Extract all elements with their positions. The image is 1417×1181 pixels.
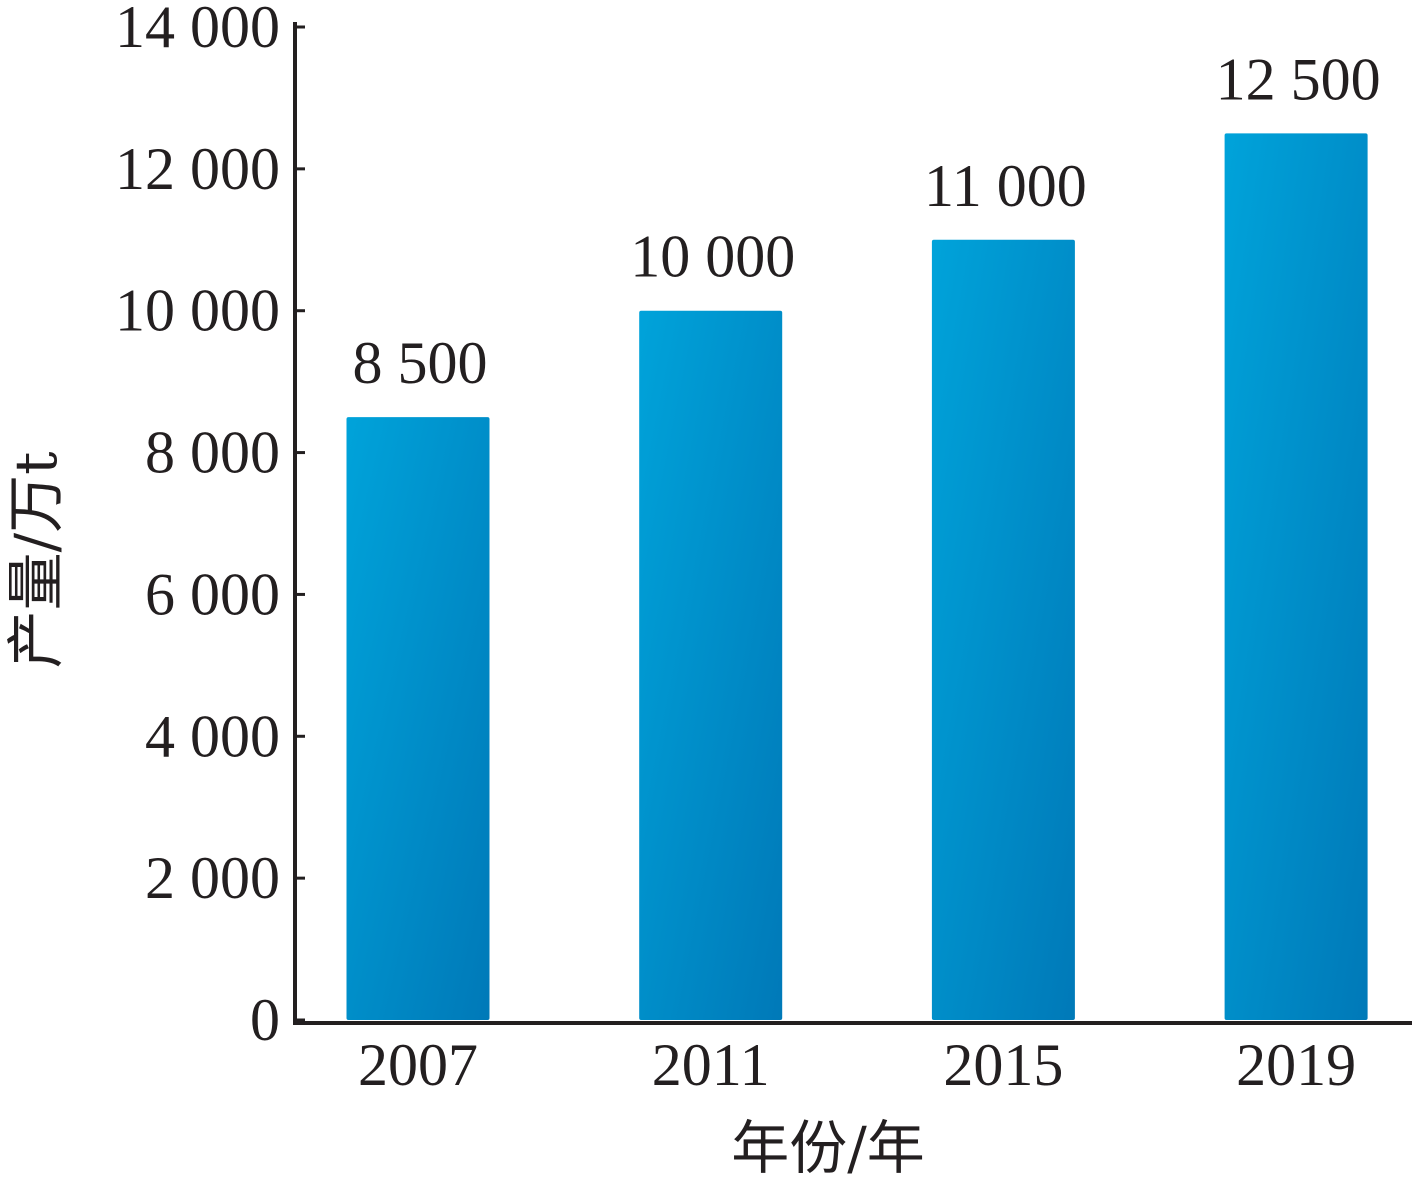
bars	[346, 133, 1368, 1021]
y-axis-label: 产量/万t	[2, 452, 70, 669]
bar-2007	[346, 417, 490, 1020]
bar-2019	[1224, 133, 1368, 1021]
data-label-2007: 8 500	[353, 330, 488, 396]
data-label-2015: 11 000	[924, 153, 1087, 219]
x-tick-labels: 2007 2011 2015 2019	[358, 1032, 1356, 1098]
y-axis: 0 2 000 4 000 6 000 8 000 10 000 12 000 14 000	[115, 0, 305, 1053]
y-tick-label: 14 000	[115, 0, 280, 60]
data-label-2019: 12 500	[1216, 46, 1381, 112]
x-tick-label: 2007	[358, 1032, 478, 1098]
y-ticks: 0 2 000 4 000 6 000 8 000 10 000 12 000 14 000	[115, 0, 305, 1053]
y-tick-label: 0	[250, 987, 280, 1053]
y-tick-label: 6 000	[145, 561, 280, 627]
bar-2015	[931, 239, 1075, 1021]
y-tick-label: 10 000	[115, 278, 280, 344]
y-tick-label: 4 000	[145, 703, 280, 769]
data-label-2011: 10 000	[630, 224, 795, 290]
x-tick-label: 2019	[1236, 1032, 1356, 1098]
x-tick-label: 2015	[943, 1032, 1063, 1098]
y-tick-label: 8 000	[145, 420, 280, 486]
y-tick-label: 12 000	[115, 136, 280, 202]
bar-2011	[639, 310, 783, 1020]
x-axis-label: 年份/年	[731, 1114, 925, 1181]
y-tick-label: 2 000	[145, 845, 280, 911]
x-tick-label: 2011	[652, 1032, 770, 1098]
x-axis: 2007 2011 2015 2019	[293, 1021, 1412, 1098]
data-labels: 8 500 10 000 11 000 12 500	[353, 46, 1381, 396]
